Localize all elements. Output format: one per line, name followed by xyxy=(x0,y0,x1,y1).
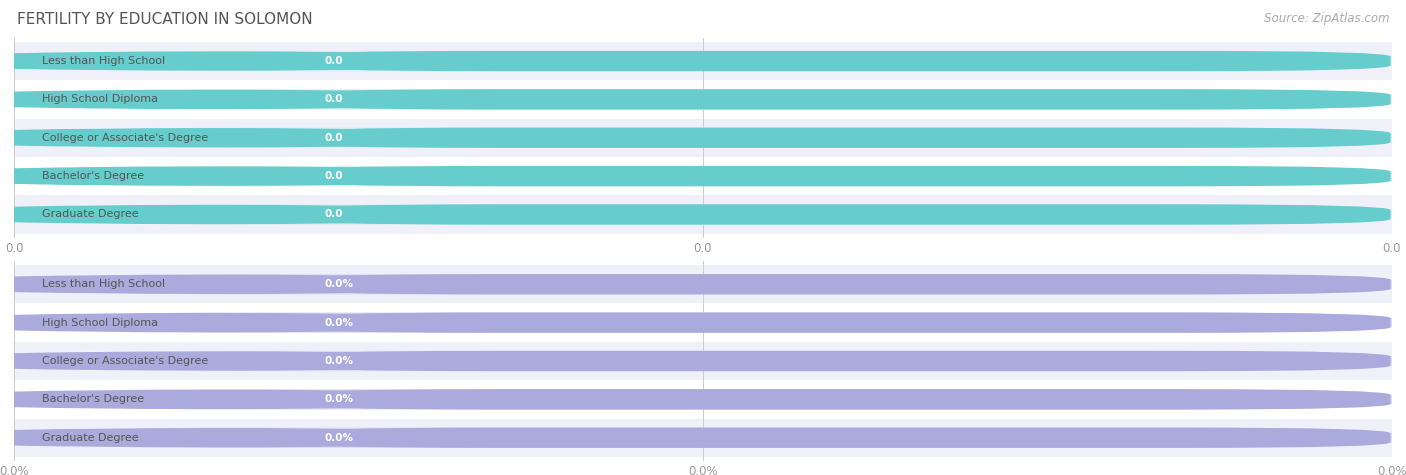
Bar xyxy=(14,119,1392,157)
Text: Graduate Degree: Graduate Degree xyxy=(42,209,138,219)
FancyBboxPatch shape xyxy=(10,51,304,71)
Text: 0.0%: 0.0% xyxy=(323,433,353,443)
Bar xyxy=(14,342,1392,380)
FancyBboxPatch shape xyxy=(10,89,304,110)
Circle shape xyxy=(0,314,533,332)
Text: College or Associate's Degree: College or Associate's Degree xyxy=(42,133,208,143)
Bar xyxy=(14,265,1392,304)
Text: Source: ZipAtlas.com: Source: ZipAtlas.com xyxy=(1264,12,1389,25)
Bar xyxy=(14,42,1392,80)
FancyBboxPatch shape xyxy=(290,166,1391,186)
FancyBboxPatch shape xyxy=(290,274,1391,294)
FancyBboxPatch shape xyxy=(10,313,304,333)
FancyBboxPatch shape xyxy=(10,351,1396,371)
FancyBboxPatch shape xyxy=(10,51,1396,71)
Text: Bachelor's Degree: Bachelor's Degree xyxy=(42,394,143,404)
FancyBboxPatch shape xyxy=(290,128,1391,148)
Text: 0.0: 0.0 xyxy=(323,171,343,181)
FancyBboxPatch shape xyxy=(290,204,1391,225)
Text: 0.0%: 0.0% xyxy=(323,394,353,404)
FancyBboxPatch shape xyxy=(10,204,1396,225)
FancyBboxPatch shape xyxy=(10,166,1396,186)
FancyBboxPatch shape xyxy=(290,89,1391,110)
Text: 0.0%: 0.0% xyxy=(323,318,353,328)
Bar xyxy=(14,304,1392,342)
Bar xyxy=(14,418,1392,457)
FancyBboxPatch shape xyxy=(10,389,304,409)
Circle shape xyxy=(0,206,533,223)
Text: High School Diploma: High School Diploma xyxy=(42,95,157,104)
FancyBboxPatch shape xyxy=(10,274,304,294)
FancyBboxPatch shape xyxy=(10,351,304,371)
Circle shape xyxy=(0,429,533,446)
FancyBboxPatch shape xyxy=(10,204,304,225)
FancyBboxPatch shape xyxy=(10,128,304,148)
Text: Graduate Degree: Graduate Degree xyxy=(42,433,138,443)
Circle shape xyxy=(0,352,533,370)
Circle shape xyxy=(0,390,533,408)
FancyBboxPatch shape xyxy=(10,274,1396,294)
FancyBboxPatch shape xyxy=(10,89,1396,110)
Text: Bachelor's Degree: Bachelor's Degree xyxy=(42,171,143,181)
Circle shape xyxy=(0,90,533,108)
Circle shape xyxy=(0,276,533,293)
FancyBboxPatch shape xyxy=(290,51,1391,71)
Text: Less than High School: Less than High School xyxy=(42,56,165,66)
Circle shape xyxy=(0,167,533,185)
Text: 0.0: 0.0 xyxy=(323,95,343,104)
FancyBboxPatch shape xyxy=(290,351,1391,371)
Text: College or Associate's Degree: College or Associate's Degree xyxy=(42,356,208,366)
Circle shape xyxy=(0,129,533,147)
Text: 0.0: 0.0 xyxy=(323,56,343,66)
Text: 0.0: 0.0 xyxy=(323,209,343,219)
Text: FERTILITY BY EDUCATION IN SOLOMON: FERTILITY BY EDUCATION IN SOLOMON xyxy=(17,12,312,27)
FancyBboxPatch shape xyxy=(10,428,1396,448)
Text: High School Diploma: High School Diploma xyxy=(42,318,157,328)
FancyBboxPatch shape xyxy=(290,389,1391,409)
Text: Less than High School: Less than High School xyxy=(42,279,165,289)
FancyBboxPatch shape xyxy=(10,428,304,448)
FancyBboxPatch shape xyxy=(10,389,1396,409)
FancyBboxPatch shape xyxy=(10,128,1396,148)
Bar xyxy=(14,195,1392,234)
Bar xyxy=(14,80,1392,119)
FancyBboxPatch shape xyxy=(290,313,1391,333)
Text: 0.0: 0.0 xyxy=(323,133,343,143)
Text: 0.0%: 0.0% xyxy=(323,356,353,366)
Circle shape xyxy=(0,52,533,70)
FancyBboxPatch shape xyxy=(290,428,1391,448)
FancyBboxPatch shape xyxy=(10,166,304,186)
Bar xyxy=(14,380,1392,418)
FancyBboxPatch shape xyxy=(10,313,1396,333)
Text: 0.0%: 0.0% xyxy=(323,279,353,289)
Bar xyxy=(14,157,1392,195)
